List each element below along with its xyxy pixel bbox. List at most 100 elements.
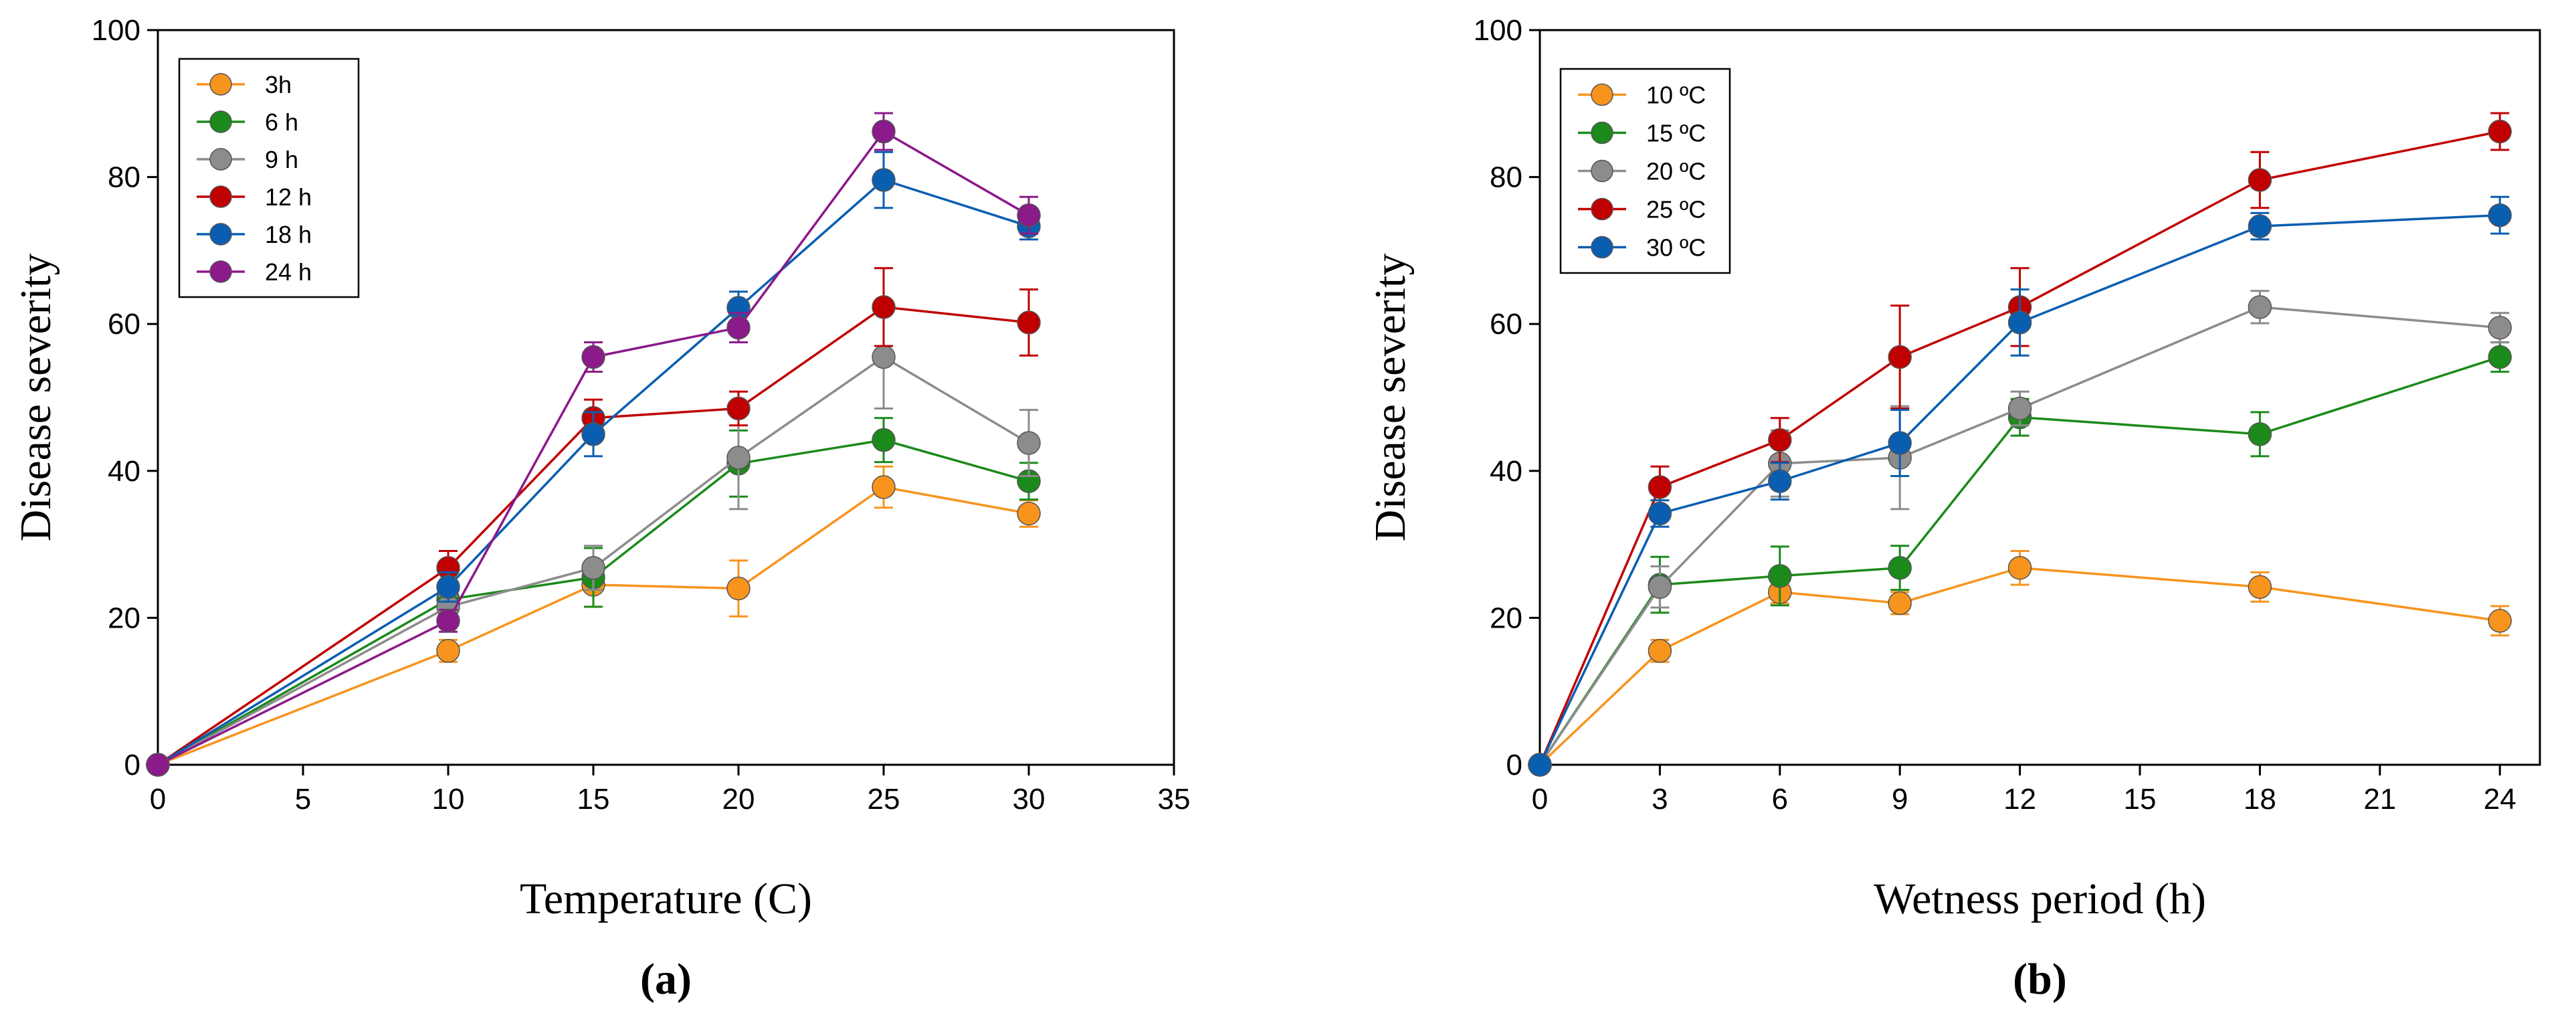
chart-b-data-point bbox=[1648, 475, 1672, 499]
chart-b-legend-item: 20 ºC bbox=[1578, 158, 1706, 185]
chart-a-data-point bbox=[436, 575, 460, 599]
chart-b-data-point bbox=[2007, 396, 2032, 421]
chart-b-xtick-label: 24 bbox=[2484, 783, 2516, 816]
chart-a-xtick-label: 10 bbox=[432, 783, 465, 816]
chart-b-data-point bbox=[2248, 295, 2272, 319]
chart-a-data-point bbox=[872, 475, 896, 499]
chart-a-xtick-label: 15 bbox=[577, 783, 610, 816]
chart-a-legend: 3h 6 h 9 h 12 h 18 h 24 h bbox=[178, 58, 360, 298]
chart-a-legend-marker bbox=[209, 185, 232, 208]
chart-a-temperature: 0 20 40 60 80 100 0 5 10 15 20 25 30 35 Temperature (C… bbox=[11, 14, 1190, 1004]
chart-a-legend-item: 24 h bbox=[197, 258, 312, 286]
chart-a-plot-frame bbox=[157, 29, 1175, 766]
chart-b-xtick-label: 12 bbox=[2003, 783, 2036, 816]
chart-a-data-point bbox=[726, 446, 751, 470]
chart-b-legend-label: 25 ºC bbox=[1646, 196, 1706, 223]
chart-a-xtick-label: 25 bbox=[868, 783, 900, 816]
chart-b-y-axis-label: Disease severity bbox=[1366, 254, 1415, 542]
chart-b-x-axis-label: Wetness period (h) bbox=[1874, 874, 2206, 923]
chart-a-legend-marker bbox=[209, 260, 232, 283]
chart-a-data-point bbox=[1017, 431, 1041, 455]
chart-b-legend-item: 25 ºC bbox=[1578, 196, 1706, 223]
chart-a-data-point bbox=[872, 428, 896, 452]
chart-b-data-point bbox=[1888, 555, 1912, 580]
chart-b-panel-letter: b bbox=[2027, 955, 2052, 1004]
chart-b-data-point bbox=[2248, 168, 2272, 192]
chart-b-series-4 bbox=[1528, 195, 2512, 777]
chart-b-xtick-label: 15 bbox=[2124, 783, 2157, 816]
chart-a-data-point bbox=[726, 396, 751, 421]
chart-b-ytick-label: 80 bbox=[1490, 161, 1522, 194]
chart-b-plot-frame bbox=[1539, 29, 2541, 766]
chart-a-data-point bbox=[436, 639, 460, 663]
chart-b-data-point bbox=[2007, 310, 2032, 335]
chart-a-legend-marker bbox=[209, 223, 232, 246]
chart-a-xtick-label: 5 bbox=[295, 783, 311, 816]
chart-b-data-point bbox=[1528, 753, 1552, 777]
chart-b-data-point bbox=[1648, 639, 1672, 663]
chart-a-legend-label: 6 h bbox=[265, 108, 298, 136]
chart-a-data-point bbox=[436, 609, 460, 633]
chart-a-data-point bbox=[872, 345, 896, 369]
chart-a-legend-box bbox=[178, 58, 360, 298]
chart-b-data-point bbox=[2248, 214, 2272, 238]
chart-a-legend-label: 9 h bbox=[265, 146, 298, 173]
chart-b-legend: 10 ºC 15 ºC 20 ºC 25 ºC 30 ºC bbox=[1559, 68, 1731, 274]
chart-a-ytick-label: 60 bbox=[108, 308, 140, 341]
chart-b-legend-label: 20 ºC bbox=[1646, 158, 1706, 185]
chart-b-ytick-label: 0 bbox=[1506, 749, 1522, 781]
chart-a-y-axis-label: Disease severity bbox=[11, 254, 60, 542]
chart-b-xtick-label: 18 bbox=[2244, 783, 2276, 816]
chart-a-xtick-label: 0 bbox=[150, 783, 166, 816]
chart-a-series-5 bbox=[146, 112, 1041, 777]
chart-b-legend-marker bbox=[1591, 197, 1613, 221]
chart-b-data-point bbox=[1648, 501, 1672, 526]
chart-a-series-line bbox=[157, 438, 1029, 766]
chart-a-series-line bbox=[157, 355, 1029, 766]
chart-a-data-point bbox=[726, 576, 751, 601]
chart-b-legend-item: 15 ºC bbox=[1578, 120, 1706, 147]
chart-a-data-point bbox=[1017, 203, 1041, 227]
chart-a-ytick-label: 40 bbox=[108, 455, 140, 488]
chart-b-legend-marker bbox=[1591, 236, 1613, 259]
chart-a-legend-marker bbox=[209, 73, 232, 96]
chart-a-legend-item: 3h bbox=[197, 71, 292, 98]
chart-a-series-line bbox=[157, 130, 1029, 766]
chart-a-series-line bbox=[157, 486, 1029, 766]
chart-b-panel-label: (b) bbox=[2013, 955, 2067, 1004]
chart-a-data-point bbox=[1017, 501, 1041, 526]
chart-b-data-point bbox=[2248, 575, 2272, 599]
chart-b-ytick-label: 20 bbox=[1490, 602, 1522, 634]
chart-b-data-point bbox=[2488, 315, 2512, 340]
chart-a-legend-marker bbox=[209, 110, 232, 133]
chart-a-data-point bbox=[581, 345, 605, 369]
chart-a-legend-item: 18 h bbox=[197, 221, 312, 248]
chart-a-data-point bbox=[1017, 310, 1041, 335]
chart-b-xtick-label: 9 bbox=[1892, 783, 1908, 816]
chart-a-ytick-label: 100 bbox=[92, 14, 140, 47]
chart-a-ytick-label: 20 bbox=[108, 602, 140, 634]
chart-b-data-point bbox=[2488, 345, 2512, 369]
chart-b-data-point bbox=[2488, 609, 2512, 633]
chart-b-legend-item: 30 ºC bbox=[1578, 234, 1706, 262]
chart-b-xtick-label: 21 bbox=[2363, 783, 2396, 816]
chart-a-ytick-label: 80 bbox=[108, 161, 140, 194]
chart-b-series-2 bbox=[1528, 290, 2512, 777]
chart-a-legend-label: 3h bbox=[265, 71, 292, 98]
chart-b-data-point bbox=[2488, 203, 2512, 227]
chart-b-data-point bbox=[2248, 422, 2272, 446]
chart-b-data-point bbox=[2007, 555, 2032, 580]
chart-a-panel-label: (a) bbox=[640, 955, 692, 1004]
chart-a-ytick-label: 0 bbox=[124, 749, 140, 781]
chart-a-data-point bbox=[872, 168, 896, 192]
chart-a-data-point bbox=[581, 422, 605, 446]
chart-a-legend-item: 12 h bbox=[197, 183, 312, 211]
chart-b-legend-label: 30 ºC bbox=[1646, 234, 1706, 262]
chart-a-legend-label: 18 h bbox=[265, 221, 312, 248]
chart-b-xtick-label: 6 bbox=[1772, 783, 1788, 816]
chart-a-series-2 bbox=[146, 304, 1041, 777]
chart-b-data-point bbox=[1888, 345, 1912, 369]
chart-b-ytick-label: 100 bbox=[1474, 14, 1522, 47]
chart-b-ytick-label: 40 bbox=[1490, 455, 1522, 488]
chart-a-legend-label: 24 h bbox=[265, 258, 312, 286]
